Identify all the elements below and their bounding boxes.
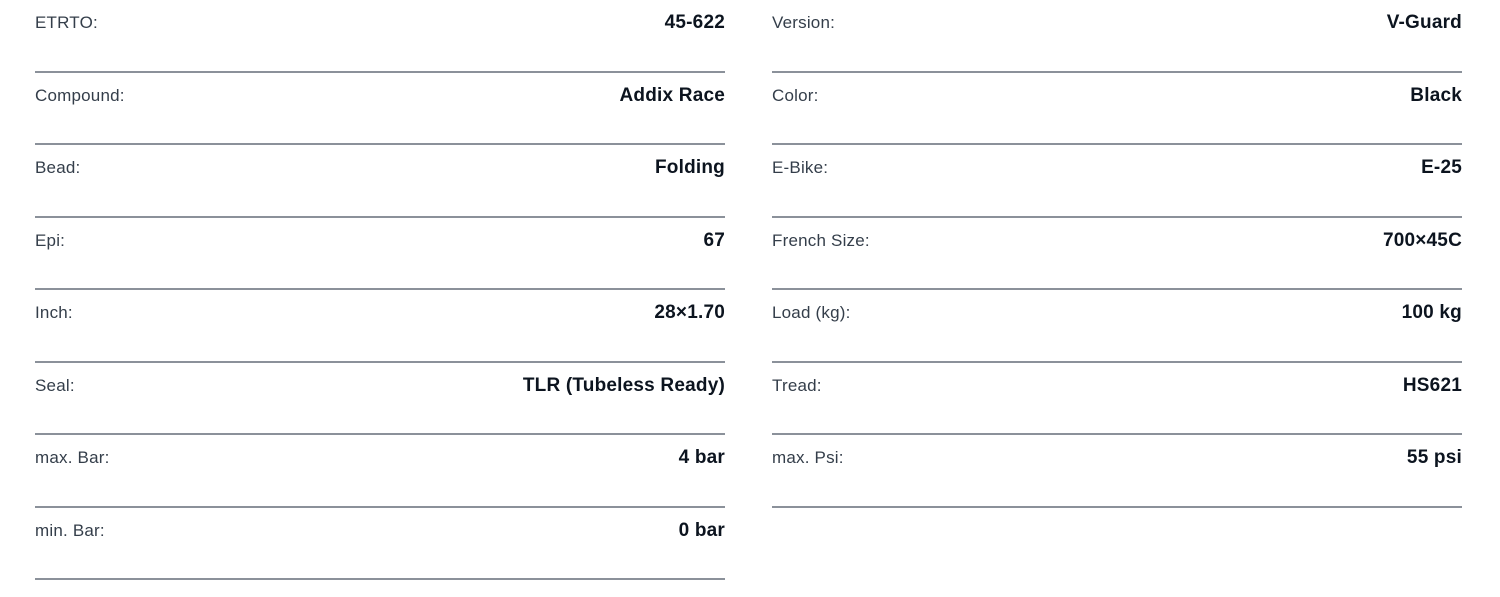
spec-row: French Size: 700×45C xyxy=(772,218,1462,290)
spec-column-left: ETRTO: 45-622 Compound: Addix Race Bead: Fold… xyxy=(35,0,725,580)
spec-label: Load (kg): xyxy=(772,303,851,322)
spec-value: E-25 xyxy=(1421,157,1462,178)
spec-row: Inch: 28×1.70 xyxy=(35,290,725,363)
spec-value: HS621 xyxy=(1402,374,1462,396)
spec-value: 45-622 xyxy=(664,12,725,33)
spec-label: max. Bar: xyxy=(35,448,110,467)
spec-row: Epi: 67 xyxy=(35,218,725,290)
spec-label: E-Bike: xyxy=(772,158,829,177)
spec-row: max. Bar: 4 bar xyxy=(35,435,725,508)
spec-value: TLR (Tubeless Ready) xyxy=(522,374,725,396)
spec-value: 28×1.70 xyxy=(654,302,725,323)
spec-label: Seal: xyxy=(35,375,75,395)
spec-row: Bead: Folding xyxy=(35,145,725,218)
spec-label: max. Psi: xyxy=(772,448,844,467)
spec-row: Load (kg): 100 kg xyxy=(772,290,1462,363)
spec-row: Seal: TLR (Tubeless Ready) xyxy=(35,363,725,435)
spec-label: Color: xyxy=(772,85,819,105)
spec-label: Tread: xyxy=(772,375,822,395)
spec-label: min. Bar: xyxy=(35,520,105,540)
spec-value: 55 psi xyxy=(1406,447,1462,468)
spec-value: Folding xyxy=(655,157,725,178)
spec-value: 0 bar xyxy=(678,519,725,541)
spec-value: 67 xyxy=(703,229,725,251)
spec-value: V-Guard xyxy=(1386,12,1462,33)
spec-label: Bead: xyxy=(35,158,81,177)
spec-label: French Size: xyxy=(772,230,870,250)
spec-value: 700×45C xyxy=(1382,229,1462,251)
spec-label: Compound: xyxy=(35,85,125,105)
spec-table: ETRTO: 45-622 Compound: Addix Race Bead: Fold… xyxy=(35,0,1462,580)
spec-column-right: Version: V-Guard Color: Black E-Bike: E-25 Fre… xyxy=(772,0,1462,508)
spec-row: E-Bike: E-25 xyxy=(772,145,1462,218)
spec-row: Tread: HS621 xyxy=(772,363,1462,435)
spec-value: Black xyxy=(1410,84,1462,106)
spec-value: 100 kg xyxy=(1401,302,1462,323)
spec-value: Addix Race xyxy=(619,84,725,106)
spec-row: min. Bar: 0 bar xyxy=(35,508,725,580)
spec-label: Inch: xyxy=(35,303,73,322)
spec-row: Compound: Addix Race xyxy=(35,73,725,145)
spec-label: Version: xyxy=(772,13,836,32)
spec-row: max. Psi: 55 psi xyxy=(772,435,1462,508)
spec-row: ETRTO: 45-622 xyxy=(35,0,725,73)
spec-row: Color: Black xyxy=(772,73,1462,145)
spec-row: Version: V-Guard xyxy=(772,0,1462,73)
spec-label: Epi: xyxy=(35,230,66,250)
spec-label: ETRTO: xyxy=(35,13,98,32)
spec-value: 4 bar xyxy=(678,447,725,468)
